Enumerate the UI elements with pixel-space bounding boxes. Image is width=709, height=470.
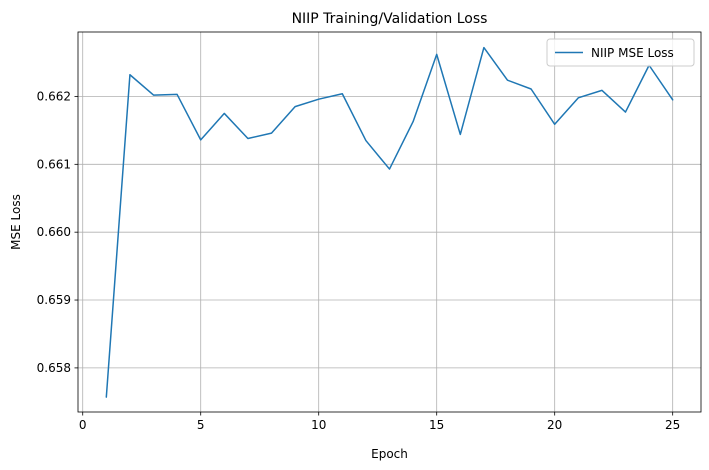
x-tick-label: 25 <box>665 418 680 432</box>
y-tick-label: 0.661 <box>37 157 71 171</box>
y-axis: 0.658 0.659 0.660 0.661 0.662 <box>37 89 78 375</box>
plot-frame <box>77 31 702 413</box>
data-point <box>151 93 156 98</box>
x-tick-label: 10 <box>311 418 326 432</box>
data-point <box>458 132 463 137</box>
data-point <box>505 78 510 83</box>
y-axis-label: MSE Loss <box>9 194 23 250</box>
y-tick-label: 0.659 <box>37 293 71 307</box>
x-tick-label: 5 <box>197 418 205 432</box>
chart-title: NIIP Training/Validation Loss <box>292 11 488 27</box>
data-point <box>175 92 180 97</box>
data-point <box>127 72 132 77</box>
legend-box <box>546 38 695 67</box>
y-tick-label: 0.658 <box>37 361 71 375</box>
series-line <box>105 46 674 398</box>
x-tick-label: 20 <box>547 418 562 432</box>
data-point <box>529 87 534 92</box>
data-point <box>552 122 557 127</box>
data-point <box>387 167 392 172</box>
y-tick-label: 0.660 <box>37 225 71 239</box>
x-axis: 0 5 10 15 20 25 <box>79 412 680 432</box>
data-point <box>198 137 203 142</box>
data-point <box>481 45 486 50</box>
y-tick-label: 0.662 <box>37 89 71 103</box>
data-point <box>222 111 227 116</box>
data-point <box>363 138 368 143</box>
data-point <box>576 95 581 100</box>
grid-lines <box>78 32 701 412</box>
data-point <box>269 131 274 136</box>
x-axis-label: Epoch <box>371 447 408 461</box>
data-point <box>316 97 321 102</box>
x-tick-label: 0 <box>79 418 87 432</box>
legend: NIIP MSE Loss <box>546 38 695 67</box>
data-point <box>434 52 439 57</box>
data-point <box>599 88 604 93</box>
x-tick-label: 15 <box>429 418 444 432</box>
data-point <box>623 110 628 115</box>
data-point <box>411 119 416 124</box>
data-point <box>293 104 298 109</box>
plot-area <box>78 32 701 412</box>
data-point <box>104 395 109 400</box>
data-point <box>245 136 250 141</box>
data-point <box>670 97 675 102</box>
series-layer <box>104 45 675 400</box>
legend-label: NIIP MSE Loss <box>591 46 674 60</box>
data-point <box>340 91 345 96</box>
